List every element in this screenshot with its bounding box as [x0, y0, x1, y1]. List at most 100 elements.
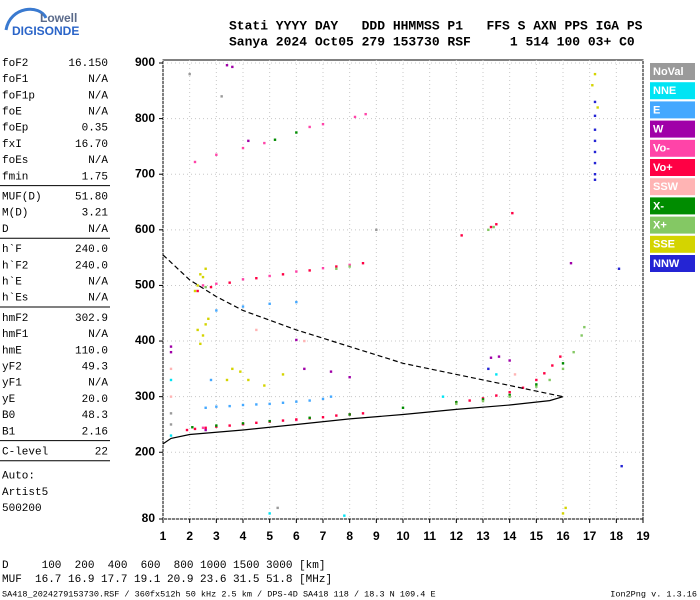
echo-point — [593, 72, 597, 76]
echo-point — [487, 228, 490, 232]
echo-point — [169, 345, 173, 348]
density-profile — [162, 396, 564, 445]
y-tick-label: 400 — [135, 333, 155, 347]
echo-point — [593, 128, 597, 131]
x-tick-label: 6 — [293, 529, 300, 543]
echo-point — [497, 355, 501, 358]
x-tick-label: 13 — [476, 529, 490, 543]
legend-label: SSE — [653, 239, 675, 251]
echo-point — [481, 399, 485, 403]
echo-point — [593, 161, 597, 165]
echo-point — [199, 342, 202, 346]
echo-point — [169, 423, 173, 426]
echo-point — [580, 334, 583, 337]
echo-point — [247, 378, 250, 382]
echo-point — [201, 334, 205, 337]
x-tick-label: 14 — [503, 529, 517, 543]
param-value: N/A — [88, 74, 108, 86]
echo-point — [207, 317, 210, 321]
echo-point — [241, 305, 245, 308]
param-name: D — [2, 224, 9, 236]
echo-point — [617, 267, 621, 270]
echo-point — [551, 364, 554, 367]
echo-point — [495, 223, 498, 226]
echo-point — [308, 399, 311, 402]
legend-label: NNE — [653, 85, 676, 97]
echo-point — [268, 302, 271, 305]
x-tick-label: 4 — [240, 529, 247, 543]
echo-point — [353, 115, 357, 119]
echo-point — [593, 178, 597, 181]
legend-swatch — [650, 139, 695, 157]
echo-point — [495, 373, 498, 376]
echo-point — [225, 64, 229, 67]
echo-point — [361, 261, 365, 265]
echo-point — [193, 427, 197, 431]
echo-point — [295, 400, 298, 403]
echo-point — [231, 367, 234, 371]
y-tick-label: 300 — [135, 389, 155, 403]
echo-point — [204, 428, 207, 432]
echo-point — [508, 393, 511, 397]
legend-label: W — [653, 124, 664, 136]
param-value: 16.150 — [68, 58, 108, 70]
echo-point — [593, 173, 597, 176]
param-name: M(D) — [2, 208, 28, 220]
echo-point — [247, 139, 250, 143]
param-name: B1 — [2, 426, 16, 438]
echo-point — [276, 506, 279, 510]
echo-point — [220, 95, 223, 98]
y-tick-label: 900 — [135, 55, 155, 69]
echo-point — [185, 428, 189, 432]
echo-point — [204, 323, 207, 326]
legend-swatch — [650, 159, 695, 176]
echo-point — [364, 112, 367, 116]
param-value: 20.0 — [82, 394, 108, 406]
echo-point — [188, 72, 191, 76]
echo-point — [295, 131, 298, 134]
param-name: foEp — [2, 123, 28, 135]
echo-point — [255, 277, 258, 280]
echo-point — [535, 383, 538, 386]
legend-label: X+ — [653, 220, 667, 232]
x-tick-label: 10 — [396, 529, 410, 543]
param-value: 240.0 — [75, 260, 108, 272]
echo-point — [201, 284, 205, 287]
param-value: N/A — [88, 107, 108, 119]
param-value: 22 — [95, 447, 108, 459]
param-name: fxI — [2, 139, 22, 151]
param-value: N/A — [88, 224, 108, 236]
echo-point — [569, 261, 573, 265]
echo-point — [508, 359, 511, 362]
echo-point — [191, 426, 194, 429]
param-name: yF1 — [2, 378, 22, 390]
param-value: 3.21 — [82, 208, 109, 220]
x-tick-label: 12 — [450, 529, 464, 543]
legend-swatch — [650, 216, 695, 234]
footer-file: SA418_2024279153730.RSF / 360fx512h 50 k… — [2, 589, 436, 599]
echo-point — [196, 284, 199, 287]
echo-point — [543, 372, 546, 375]
y-tick-label: 500 — [135, 278, 155, 292]
echo-point — [169, 378, 173, 382]
echo-point — [196, 289, 199, 293]
echo-point — [481, 398, 485, 401]
echo-point — [487, 367, 490, 371]
echo-point — [591, 84, 594, 87]
echo-point — [329, 395, 333, 398]
echo-point — [495, 394, 498, 397]
echo-point — [593, 100, 597, 104]
param-value: 49.3 — [82, 362, 108, 374]
echo-point — [215, 424, 218, 427]
echo-point — [215, 405, 218, 408]
param-value: N/A — [88, 155, 108, 167]
footer-version: Ion2Png v. 1.3.16 — [610, 589, 697, 599]
echo-point — [308, 416, 311, 419]
echo-point — [228, 404, 231, 408]
echo-point — [268, 419, 271, 423]
echo-point — [255, 328, 258, 332]
echo-point — [231, 65, 234, 69]
legend-label: E — [653, 104, 660, 116]
legend-label: Vo- — [653, 143, 670, 155]
